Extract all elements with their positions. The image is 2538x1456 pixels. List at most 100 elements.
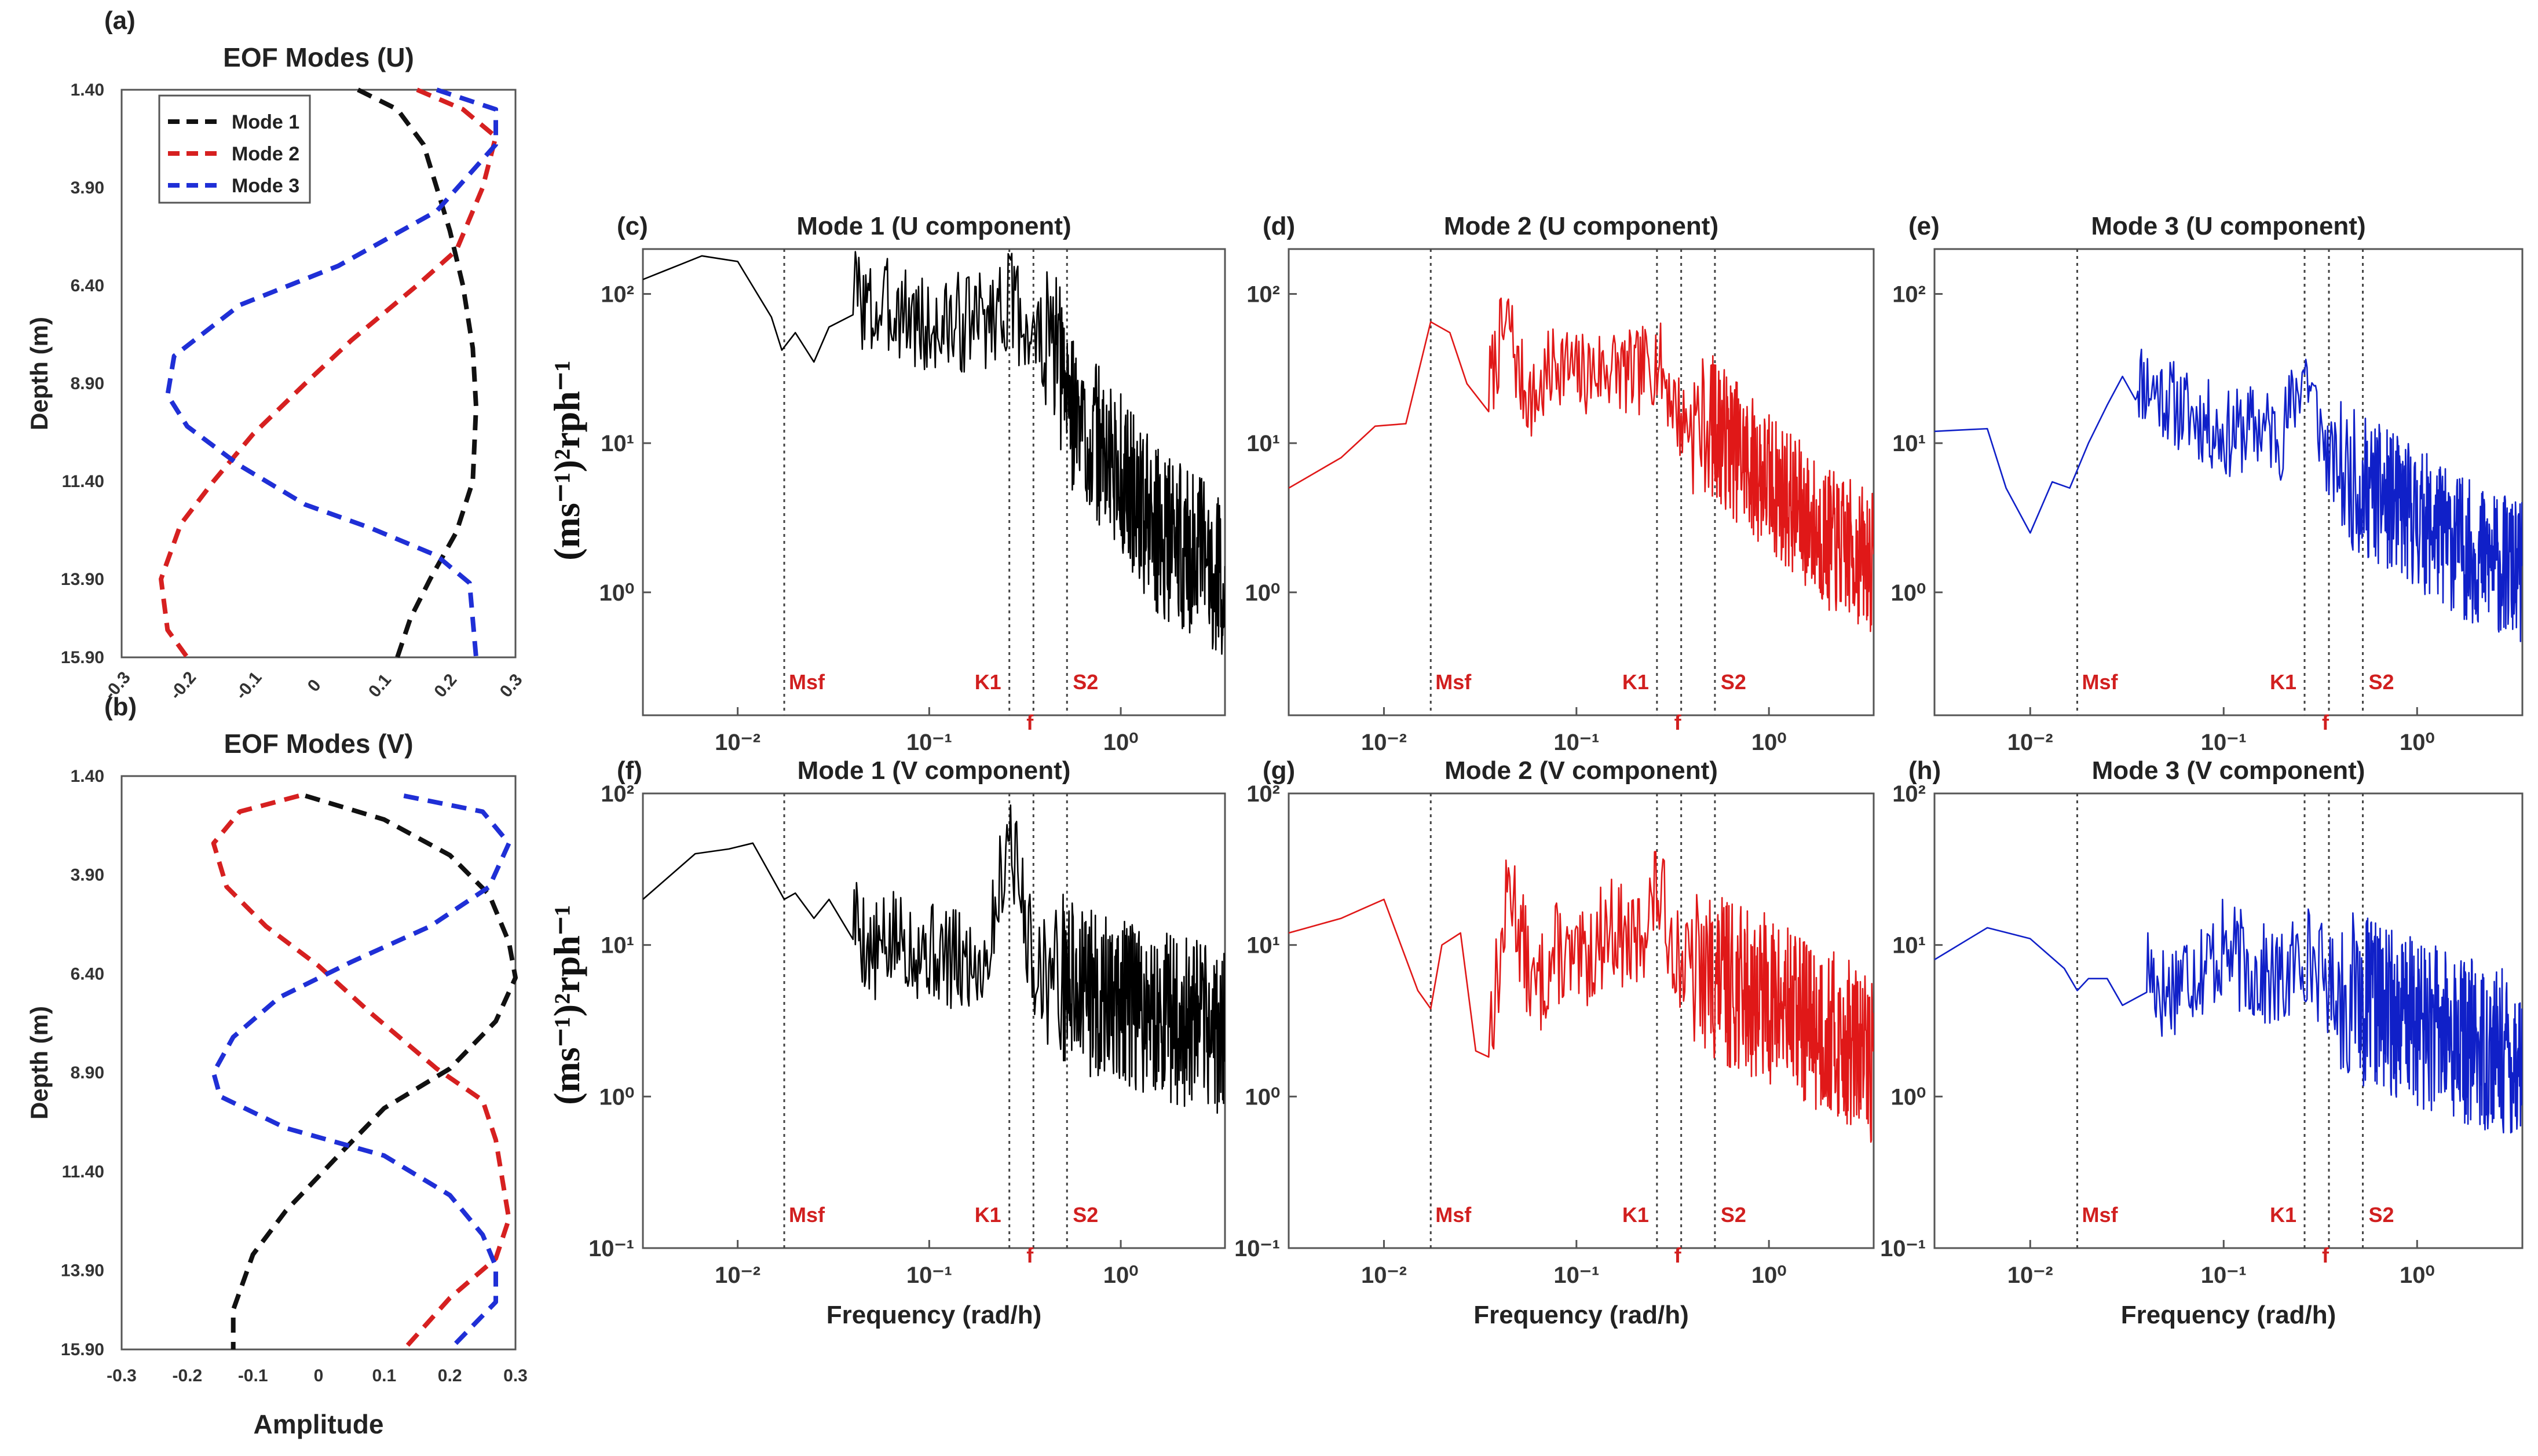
panel-f: (f) Mode 1 (V component) 10⁻² 10⁻¹ 10⁰ 10⁻¹ 10… [588,756,1226,1329]
y-tick-label: 10⁰ [1890,580,1926,606]
panel-label-a: (a) [104,6,136,35]
y-tick-label: 15.90 [61,1340,104,1359]
y-tick-label: 10¹ [1246,431,1280,456]
y-tick-label: 8.90 [71,374,104,393]
series-line-mode-3 [211,793,511,1351]
tide-label-s2: S2 [1721,670,1746,694]
x-tick-label: -0.3 [107,1366,137,1385]
y-tick-label: 6.40 [71,964,104,983]
y-tick-label: 1.40 [71,767,104,786]
y-tick-label: 10⁰ [599,1084,634,1110]
x-tick-label: 0 [314,1366,324,1385]
tide-label-msf: Msf [1435,670,1472,694]
x-tick-label: 10⁻¹ [906,730,952,755]
x-tick-label: 10⁻² [1361,1263,1407,1288]
axes-frame-e [1933,248,2524,716]
spectrum-line-g [1289,851,1874,1143]
panel-g: (g) Mode 2 (V component) 10⁻² 10⁻¹ 10⁰ 10⁻¹ 10… [1234,756,1875,1329]
panel-label-g: (g) [1263,756,1295,785]
y-tick-label: 10² [601,781,634,807]
x-tick-label: -0.2 [172,1366,202,1385]
panel-label-d: (d) [1263,212,1295,240]
y-axis-label-a: Depth (m) [25,317,53,430]
tide-label-k1: K1 [1622,1203,1649,1227]
tide-label-msf: Msf [2082,670,2118,694]
y-tick-label: 10¹ [1246,933,1280,959]
legend-entry-mode-3: Mode 3 [232,175,299,197]
tide-label-f: f [1026,1243,1034,1267]
tide-label-f: f [1674,1243,1682,1267]
tide-label-msf: Msf [789,1203,825,1227]
axes-frame-b [120,775,517,1351]
panel-title-f: Mode 1 (V component) [798,756,1071,785]
y-tick-label: 10¹ [1892,431,1926,456]
tide-label-f: f [2322,1243,2329,1267]
spectrum-line-h [1934,898,2522,1134]
panel-h: (h) Mode 3 (V component) 10⁻² 10⁻¹ 10⁰ 10⁻¹ 10… [1880,756,2524,1329]
panel-label-e: (e) [1908,212,1940,240]
y-tick-label: 1.40 [71,81,104,100]
y-tick-label: 10² [1246,781,1280,807]
x-tick-label: 10⁻² [2007,1263,2053,1288]
y-tick-label: 10² [1892,282,1926,308]
x-tick-label: 10⁻² [2007,730,2053,755]
tide-label-k1: K1 [975,670,1001,694]
x-tick-label: 10⁻¹ [906,1263,952,1288]
x-tick-label: 10⁻¹ [2201,1263,2247,1288]
spectrum-line-d [1289,297,1874,632]
tide-label-msf: Msf [789,670,825,694]
x-tick-label: 10⁻² [715,1263,760,1288]
spectrum-line-c [643,251,1225,655]
panel-b: (b) EOF Modes (V) -0.3 -0.2 -0.1 0 0.1 0.2 0.3 1.… [25,693,528,1439]
x-axis-label-f: Frequency (rad/h) [827,1301,1042,1329]
y-tick-label: 10¹ [601,431,634,456]
y-tick-label: 10² [601,282,634,308]
panel-title-c: Mode 1 (U component) [796,212,1071,240]
spectrum-ylabel-top: (ms⁻¹)²rph⁻¹ [546,360,587,561]
tide-label-f: f [2322,711,2329,734]
y-tick-label: 10⁰ [1245,580,1280,606]
x-tick-label: 10⁻² [1361,730,1407,755]
axes-frame-c [642,248,1226,716]
x-tick-label: 0.3 [503,1366,528,1385]
tide-label-s2: S2 [1073,670,1098,694]
panels: (a) EOF Modes (U) -0.3 -0.2 -0.1 0 0.1 0.2 0.3 1.… [25,6,2524,1439]
x-tick-label: 10⁻¹ [1553,1263,1599,1288]
x-tick-label: 10⁻¹ [2201,730,2247,755]
x-tick-label: 0.2 [438,1366,462,1385]
tide-label-f: f [1026,711,1034,734]
tide-label-msf: Msf [2082,1203,2118,1227]
tide-label-k1: K1 [2270,1203,2296,1227]
x-tick-label: 0.1 [372,1366,396,1385]
y-tick-label: 10⁻¹ [588,1236,634,1261]
panel-d: (d) Mode 2 (U component) 10⁻² 10⁻¹ 10⁰ 10⁰ 10¹… [1245,212,1875,755]
spectrum-line-f [643,804,1225,1114]
y-tick-label: 10¹ [601,933,634,959]
spectrum-ylabel-bottom: (ms⁻¹)²rph⁻¹ [546,905,587,1105]
tide-label-s2: S2 [2369,670,2394,694]
panel-title-b: EOF Modes (V) [224,729,413,759]
panel-label-f: (f) [617,756,642,785]
panel-title-e: Mode 3 (U component) [2091,212,2365,240]
panel-e: (e) Mode 3 (U component) 10⁻² 10⁻¹ 10⁰ 10⁰ 10¹… [1890,212,2524,755]
panel-c: (c) Mode 1 (U component) 10⁻² 10⁻¹ 10⁰ 10⁰ 10¹… [599,212,1226,755]
axes-frame-d [1288,248,1875,716]
x-tick-label: 10⁻¹ [1553,730,1599,755]
x-axis-label-b: Amplitude [254,1409,384,1439]
y-tick-label: 10⁰ [1890,1084,1926,1110]
y-tick-label: 6.40 [71,276,104,295]
series-line-mode-2 [211,793,511,1351]
tide-label-msf: Msf [1435,1203,1472,1227]
series-line-mode-3 [165,87,498,658]
panel-label-c: (c) [617,212,648,240]
y-tick-label: 3.90 [71,178,104,197]
x-tick-label: 10⁰ [2400,730,2435,755]
panel-label-h: (h) [1908,756,1941,785]
panel-label-b: (b) [104,693,137,721]
y-tick-label: 10⁻¹ [1880,1236,1926,1261]
axes-frame-g [1288,792,1875,1249]
y-tick-label: 13.90 [61,1261,104,1280]
panel-title-d: Mode 2 (U component) [1444,212,1718,240]
tide-label-f: f [1674,711,1682,734]
